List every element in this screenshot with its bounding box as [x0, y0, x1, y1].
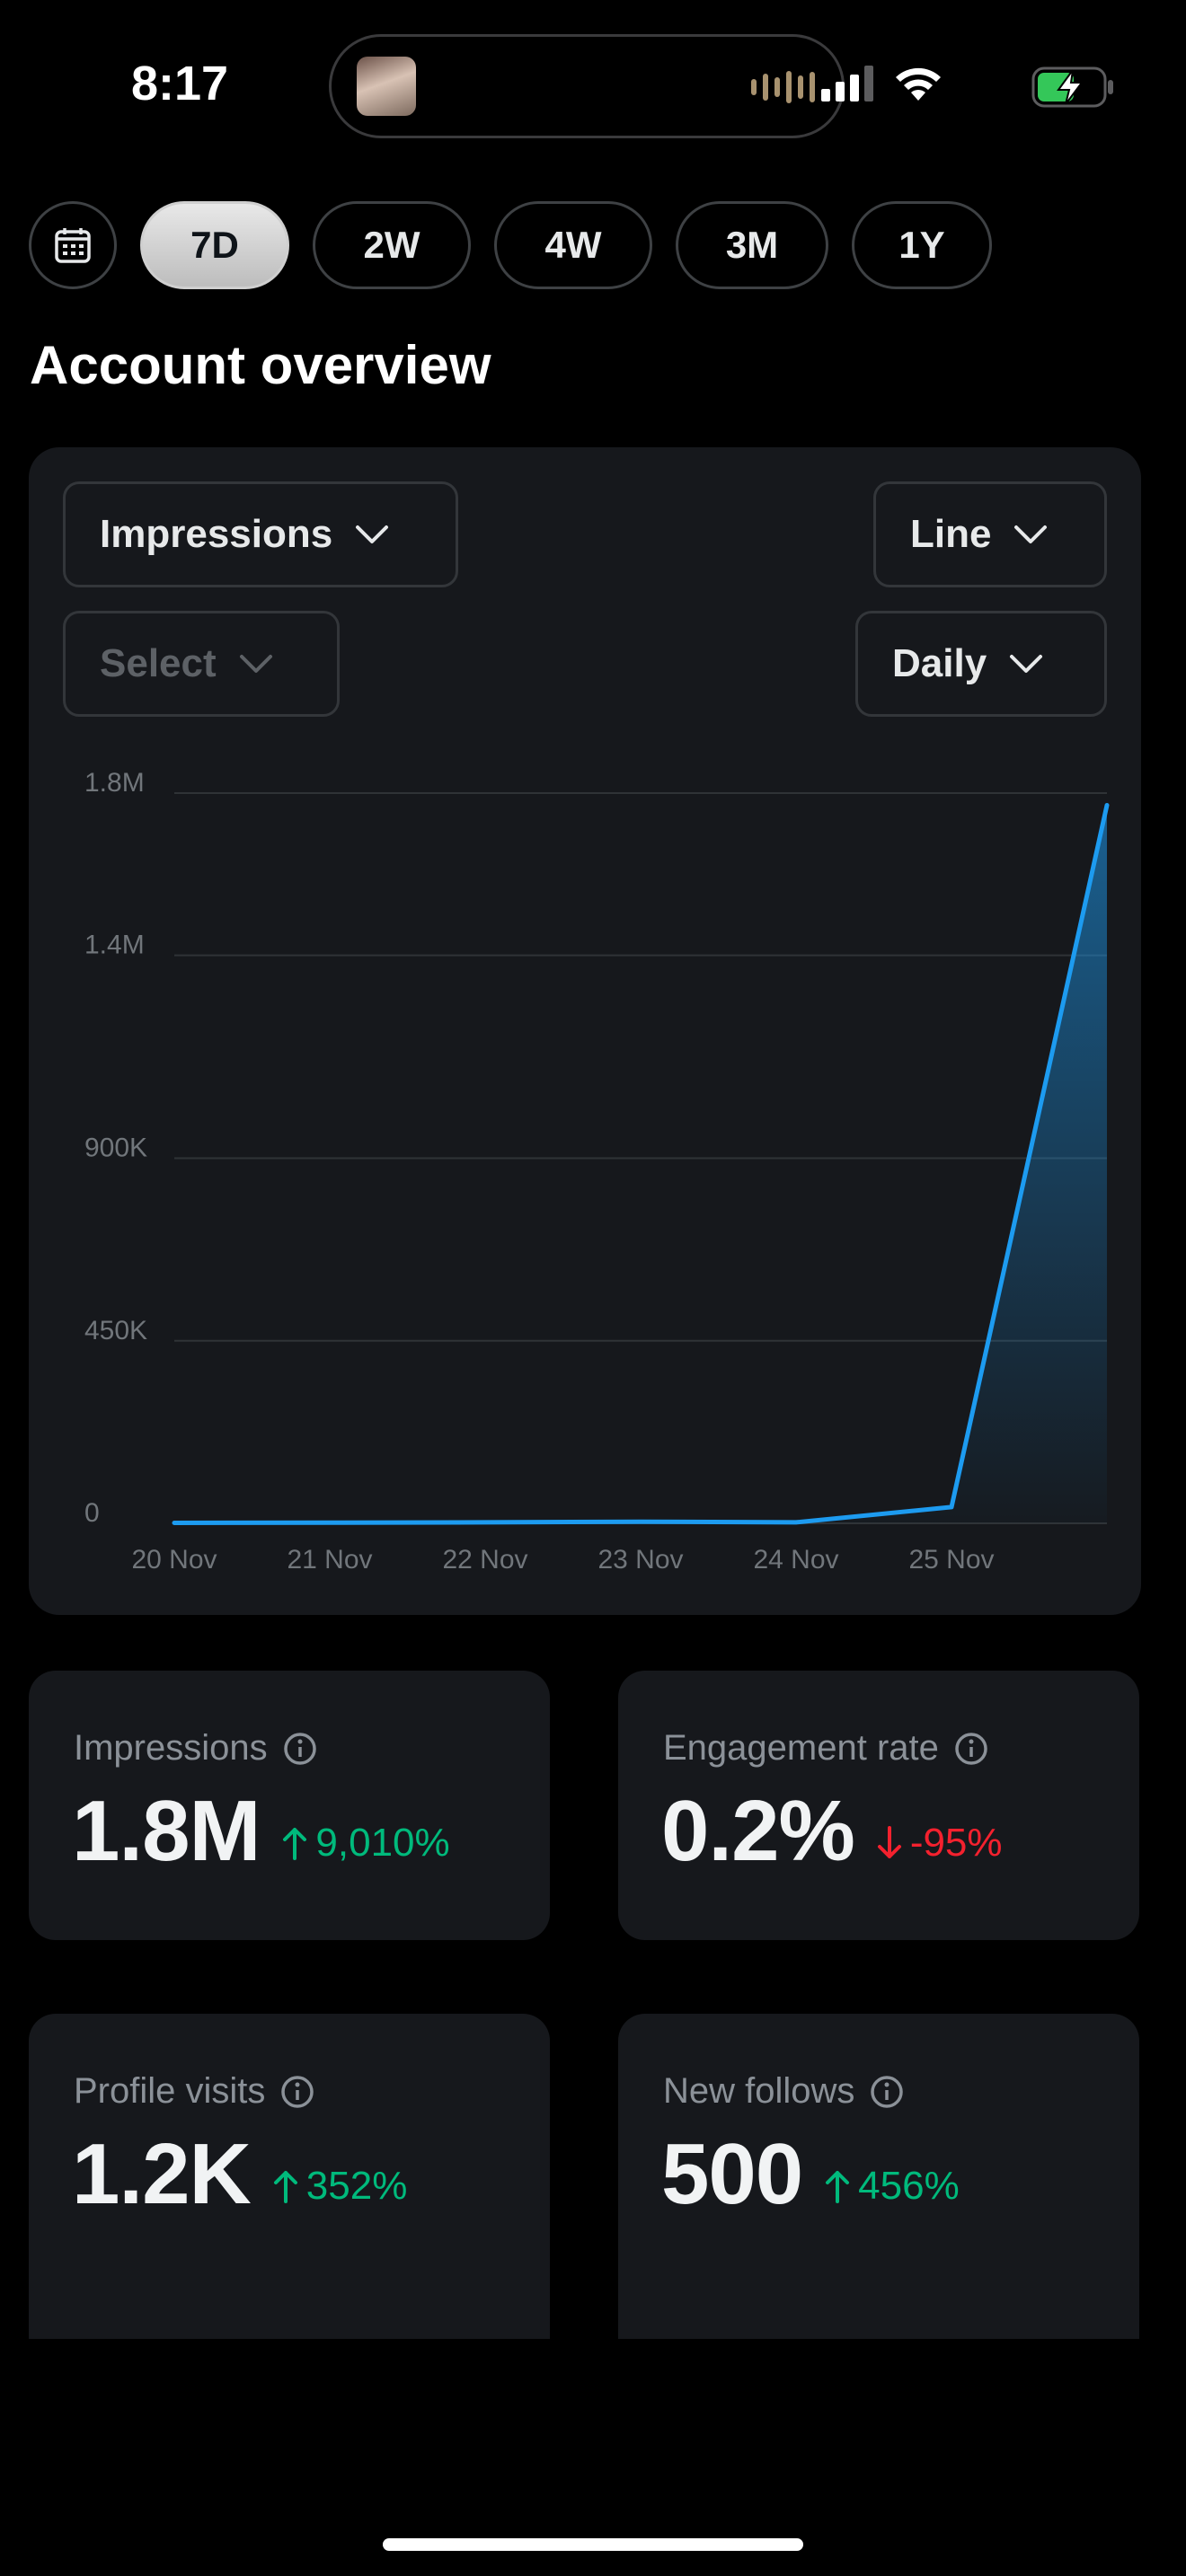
arrow-up-icon: [283, 1828, 307, 1860]
date-range-filters: 7D 2W 4W 3M 1Y: [29, 201, 992, 289]
y-tick-label: 450K: [84, 1316, 147, 1345]
chevron-down-icon: [239, 655, 272, 673]
metric-delta: 9,010%: [315, 1821, 450, 1865]
range-chip-2w[interactable]: 2W: [313, 201, 471, 289]
metric-card-impressions[interactable]: Impressions 1.8M 9,010%: [29, 1671, 550, 1940]
metric-label: New follows: [663, 2071, 855, 2111]
metric-card-new-follows[interactable]: New follows 500 456%: [618, 2014, 1139, 2339]
metric-value: 0.2%: [661, 1783, 855, 1879]
interval-dropdown[interactable]: Daily: [855, 611, 1107, 717]
metric-delta: -95%: [909, 1821, 1003, 1865]
data-point[interactable]: [951, 1506, 952, 1508]
info-icon[interactable]: [953, 1731, 989, 1767]
home-indicator[interactable]: [383, 2538, 803, 2551]
y-tick-label: 0: [84, 1498, 100, 1528]
chart-type-label: Line: [910, 512, 992, 556]
now-playing-artwork: [357, 57, 416, 116]
metric-label: Profile visits: [74, 2071, 266, 2111]
metric-value: 1.2K: [72, 2126, 252, 2222]
page-title: Account overview: [30, 335, 491, 395]
x-tick-label: 21 Nov: [287, 1545, 372, 1575]
wifi-icon: [896, 67, 941, 101]
audio-waveform-icon: [751, 69, 815, 105]
x-tick-label: 22 Nov: [442, 1545, 527, 1575]
chart-series-line: [172, 803, 1110, 1525]
data-point[interactable]: [329, 1522, 331, 1523]
x-tick-label: 24 Nov: [753, 1545, 838, 1575]
x-tick-label: 25 Nov: [908, 1545, 994, 1575]
status-time: 8:17: [131, 57, 229, 110]
metric-delta: 352%: [305, 2164, 408, 2208]
range-chip-7d[interactable]: 7D: [140, 201, 289, 289]
info-icon[interactable]: [869, 2074, 905, 2110]
metric-value: 1.8M: [72, 1783, 261, 1879]
arrow-down-icon: [877, 1826, 901, 1858]
metric-dropdown[interactable]: Impressions: [63, 481, 458, 587]
chevron-down-icon: [356, 525, 389, 543]
x-tick-label: 20 Nov: [131, 1545, 217, 1575]
arrow-up-icon: [826, 2171, 850, 2203]
impressions-chart[interactable]: 0 450K 900K 1.4M 1.8M 20 Nov 21 Nov 22 Nov 23 N…: [29, 447, 1141, 1615]
y-tick-label: 900K: [84, 1134, 147, 1163]
chart-card: Impressions Line Select Daily 0 450K 900K 1…: [29, 447, 1141, 1615]
compare-dropdown-label: Select: [100, 641, 217, 685]
dynamic-island[interactable]: [329, 34, 845, 138]
calendar-icon: [55, 228, 91, 263]
info-icon[interactable]: [282, 1731, 318, 1767]
range-chip-4w[interactable]: 4W: [494, 201, 652, 289]
metric-card-profile-visits[interactable]: Profile visits 1.2K 352%: [29, 2014, 550, 2339]
metric-value: 500: [661, 2126, 803, 2222]
range-chip-1y[interactable]: 1Y: [852, 201, 992, 289]
range-chip-3m[interactable]: 3M: [676, 201, 828, 289]
metric-label: Impressions: [74, 1728, 268, 1768]
info-icon[interactable]: [279, 2074, 315, 2110]
chart-area-fill: [174, 805, 1107, 1523]
y-tick-label: 1.8M: [84, 768, 145, 798]
battery-charging-icon: [1031, 66, 1113, 108]
data-point[interactable]: [1106, 805, 1108, 807]
metric-label: Engagement rate: [663, 1728, 939, 1768]
cellular-signal-icon: [821, 66, 873, 101]
metric-delta: 456%: [858, 2164, 960, 2208]
chart-type-dropdown[interactable]: Line: [873, 481, 1107, 587]
x-tick-label: 23 Nov: [597, 1545, 683, 1575]
calendar-button[interactable]: [29, 201, 117, 289]
chevron-down-icon: [1010, 655, 1043, 673]
arrow-up-icon: [273, 2171, 297, 2203]
compare-dropdown[interactable]: Select: [63, 611, 340, 717]
chevron-down-icon: [1014, 525, 1048, 543]
interval-dropdown-label: Daily: [892, 641, 987, 685]
y-tick-label: 1.4M: [84, 931, 145, 960]
metric-card-engagement-rate[interactable]: Engagement rate 0.2% -95%: [618, 1671, 1139, 1940]
data-point[interactable]: [173, 1522, 175, 1524]
metric-dropdown-label: Impressions: [100, 512, 333, 556]
